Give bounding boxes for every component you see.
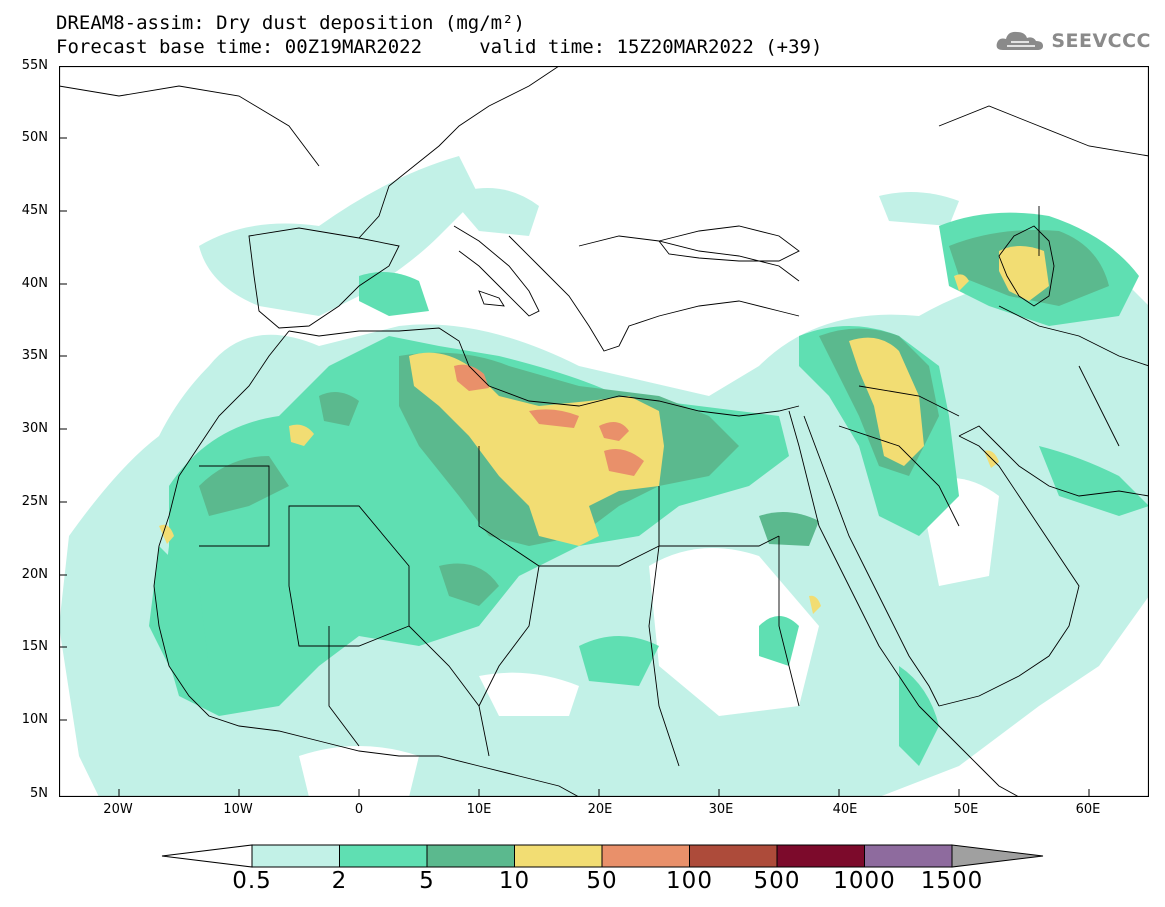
legend-label: 100 [666,868,713,894]
lat-label: 40N [21,276,48,291]
lon-label: 20E [587,802,613,817]
map-frame [59,66,1149,797]
lat-label: 55N [21,58,48,73]
lat-label: 10N [21,712,48,727]
color-legend-bar [161,844,1044,868]
lat-label: 50N [21,130,48,145]
lat-label: 20N [21,567,48,582]
cloud-logo-icon [996,31,1044,50]
legend-swatch [864,844,953,868]
coastlines-and-borders [59,66,1149,797]
legend-swatch-above-max [951,844,1044,868]
legend-label: 5 [419,868,435,894]
lon-label: 60E [1075,802,1101,817]
legend-label: 1000 [833,868,896,894]
legend-swatch-below-min [161,844,253,868]
legend-label: 0.5 [232,868,272,894]
legend-swatch [514,844,603,868]
legend-label: 50 [586,868,618,894]
lat-label: 15N [21,639,48,654]
frame-ticks [59,66,1090,797]
lat-label: 35N [21,348,48,363]
lon-label: 10W [223,802,253,817]
lon-label: 20W [103,802,133,817]
lat-label: 30N [21,421,48,436]
legend-label: 500 [753,868,801,894]
legend-swatch [689,844,778,868]
dust-deposition-map [59,66,1149,797]
lon-label: 50E [953,802,979,817]
dust-level-50-area [454,364,644,476]
legend-label: 10 [498,868,531,894]
legend-swatch [339,844,428,868]
lon-label: 40E [832,802,858,817]
legend-swatch [251,844,340,868]
forecast-time-line: Forecast base time: 00Z19MAR2022 valid t… [56,36,823,58]
lon-label: 0 [354,802,364,817]
map-title: DREAM8-assim: Dry dust deposition (mg/m²… [56,12,525,34]
lat-label: 45N [21,203,48,218]
legend-swatch [776,844,865,868]
lat-label: 5N [30,786,48,801]
legend-label: 1500 [920,868,984,894]
seevccc-logo: SEEVCCC [995,28,1151,54]
lat-label: 25N [21,494,48,509]
lon-label: 10E [466,802,492,817]
lon-label: 30E [708,802,734,817]
legend-swatch [426,844,515,868]
legend-swatch [601,844,690,868]
legend-label: 2 [331,868,348,894]
logo-text: SEEVCCC [1051,30,1151,52]
